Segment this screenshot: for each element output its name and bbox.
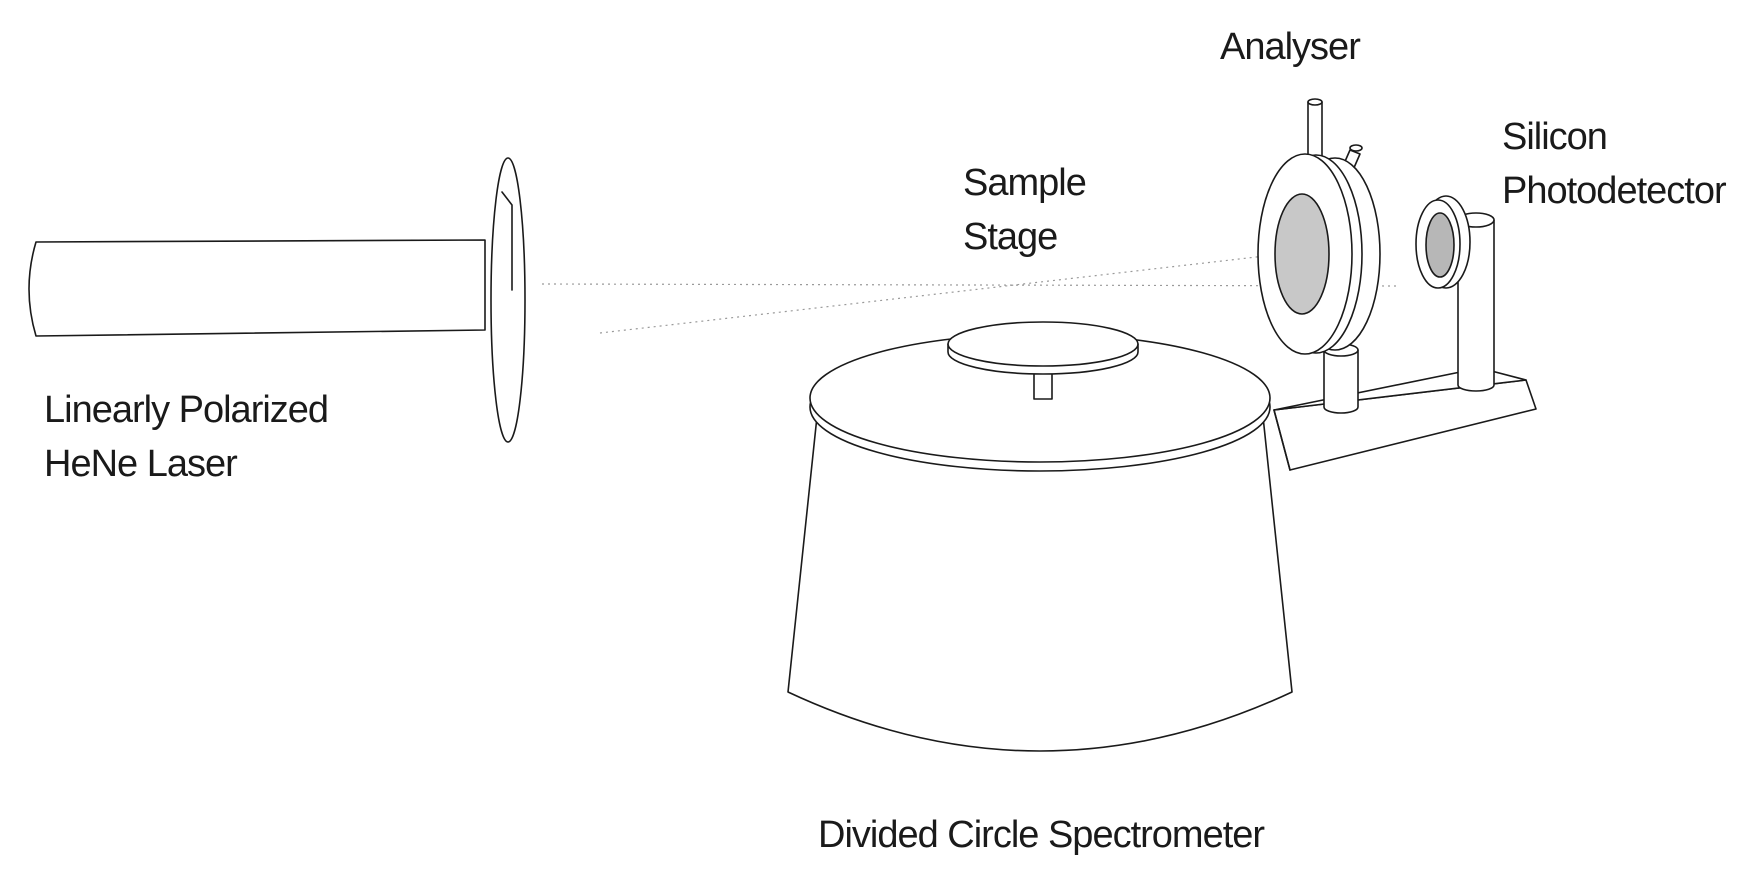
- label-spectrometer-line1: Divided Circle Spectrometer: [818, 814, 1265, 856]
- sample-stage: [947, 321, 1139, 400]
- label-stage-line2: Stage: [963, 216, 1058, 258]
- label-sample-stage: Sample Stage: [963, 156, 1087, 264]
- label-stage-line1: Sample: [963, 162, 1087, 204]
- label-photodetector: Silicon Photodetector: [1502, 110, 1727, 218]
- label-analyser: Analyser: [1220, 20, 1361, 74]
- label-hene-laser: Linearly Polarized HeNe Laser: [44, 383, 329, 491]
- label-laser-line2: HeNe Laser: [44, 443, 238, 485]
- analyser: [1257, 98, 1381, 355]
- label-analyser-line1: Analyser: [1220, 26, 1361, 68]
- label-detector-line2: Photodetector: [1502, 170, 1727, 212]
- analyser-lens: [1274, 193, 1330, 315]
- photodetector: [1415, 195, 1471, 289]
- label-detector-line1: Silicon: [1502, 116, 1608, 158]
- optical-rail: [1273, 367, 1537, 471]
- label-laser-line1: Linearly Polarized: [44, 389, 329, 431]
- label-spectrometer: Divided Circle Spectrometer: [818, 808, 1265, 862]
- photodetector-sensor: [1425, 212, 1455, 278]
- laser-end-plate: [490, 157, 526, 443]
- hene-laser: [28, 157, 526, 443]
- laser-beam: [541, 255, 1401, 334]
- analyser-post: [1323, 343, 1359, 414]
